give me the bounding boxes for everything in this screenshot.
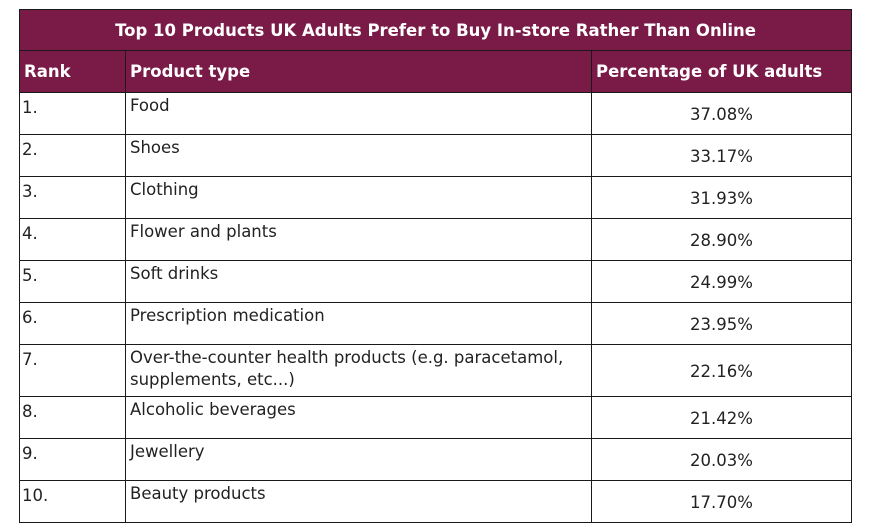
- percentage-cell: 33.17%: [590, 134, 853, 177]
- product-cell: Flower and plants: [125, 218, 592, 261]
- rank-cell: 6.: [19, 302, 126, 345]
- product-cell: Shoes: [125, 134, 592, 177]
- percentage-cell: 24.99%: [590, 260, 853, 303]
- table-row: 10. Beauty products 17.70%: [19, 480, 853, 523]
- rank-cell: 7.: [19, 344, 126, 397]
- product-cell: Alcoholic beverages: [125, 396, 592, 439]
- product-cell: Soft drinks: [125, 260, 592, 303]
- product-cell: Beauty products: [125, 480, 592, 523]
- table-row: 7. Over-the-counter health products (e.g…: [19, 344, 853, 397]
- product-cell: Over-the-counter health products (e.g. p…: [125, 344, 592, 397]
- table-title: Top 10 Products UK Adults Prefer to Buy …: [18, 9, 853, 51]
- product-cell: Clothing: [125, 176, 592, 219]
- percentage-cell: 17.70%: [590, 480, 853, 523]
- table-row: 9. Jewellery 20.03%: [19, 438, 853, 481]
- table-row: 6. Prescription medication 23.95%: [19, 302, 853, 345]
- product-cell: Prescription medication: [125, 302, 592, 345]
- percentage-cell: 28.90%: [590, 218, 853, 261]
- percentage-cell: 22.16%: [590, 344, 853, 397]
- rank-cell: 1.: [19, 92, 126, 135]
- column-header-rank: Rank: [19, 50, 126, 93]
- rank-cell: 8.: [19, 396, 126, 439]
- rank-cell: 5.: [19, 260, 126, 303]
- percentage-cell: 31.93%: [590, 176, 853, 219]
- percentage-cell: 23.95%: [590, 302, 853, 345]
- table-row: 3. Clothing 31.93%: [19, 176, 853, 219]
- rank-cell: 2.: [19, 134, 126, 177]
- rank-cell: 10.: [19, 480, 126, 523]
- rank-cell: 3.: [19, 176, 126, 219]
- percentage-cell: 21.42%: [590, 396, 853, 439]
- column-header-percentage: Percentage of UK adults: [590, 50, 853, 93]
- percentage-cell: 37.08%: [590, 92, 853, 135]
- data-table-container: Top 10 Products UK Adults Prefer to Buy …: [18, 9, 853, 523]
- product-cell: Food: [125, 92, 592, 135]
- table-row: 4. Flower and plants 28.90%: [19, 218, 853, 261]
- data-table: Top 10 Products UK Adults Prefer to Buy …: [18, 9, 853, 523]
- table-row: 5. Soft drinks 24.99%: [19, 260, 853, 303]
- rank-cell: 9.: [19, 438, 126, 481]
- table-row: 8. Alcoholic beverages 21.42%: [19, 396, 853, 439]
- table-header-row: Rank Product type Percentage of UK adult…: [19, 50, 853, 93]
- column-header-product-type: Product type: [125, 50, 592, 93]
- product-cell: Jewellery: [125, 438, 592, 481]
- rank-cell: 4.: [19, 218, 126, 261]
- table-row: 2. Shoes 33.17%: [19, 134, 853, 177]
- table-row: 1. Food 37.08%: [19, 92, 853, 135]
- table-title-row: Top 10 Products UK Adults Prefer to Buy …: [18, 9, 853, 51]
- percentage-cell: 20.03%: [590, 438, 853, 481]
